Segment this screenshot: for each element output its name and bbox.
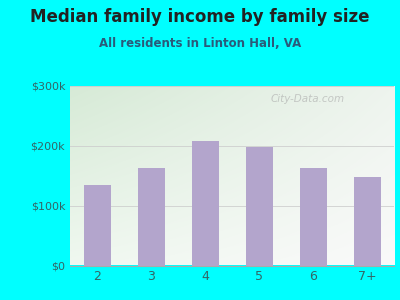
Bar [84, 184, 110, 266]
Bar [192, 141, 218, 266]
Bar [354, 177, 380, 266]
Text: All residents in Linton Hall, VA: All residents in Linton Hall, VA [99, 37, 301, 50]
Bar [246, 147, 272, 266]
Text: City-Data.com: City-Data.com [271, 94, 345, 104]
Bar [138, 168, 164, 266]
Bar [300, 168, 326, 266]
Text: Median family income by family size: Median family income by family size [30, 8, 370, 26]
